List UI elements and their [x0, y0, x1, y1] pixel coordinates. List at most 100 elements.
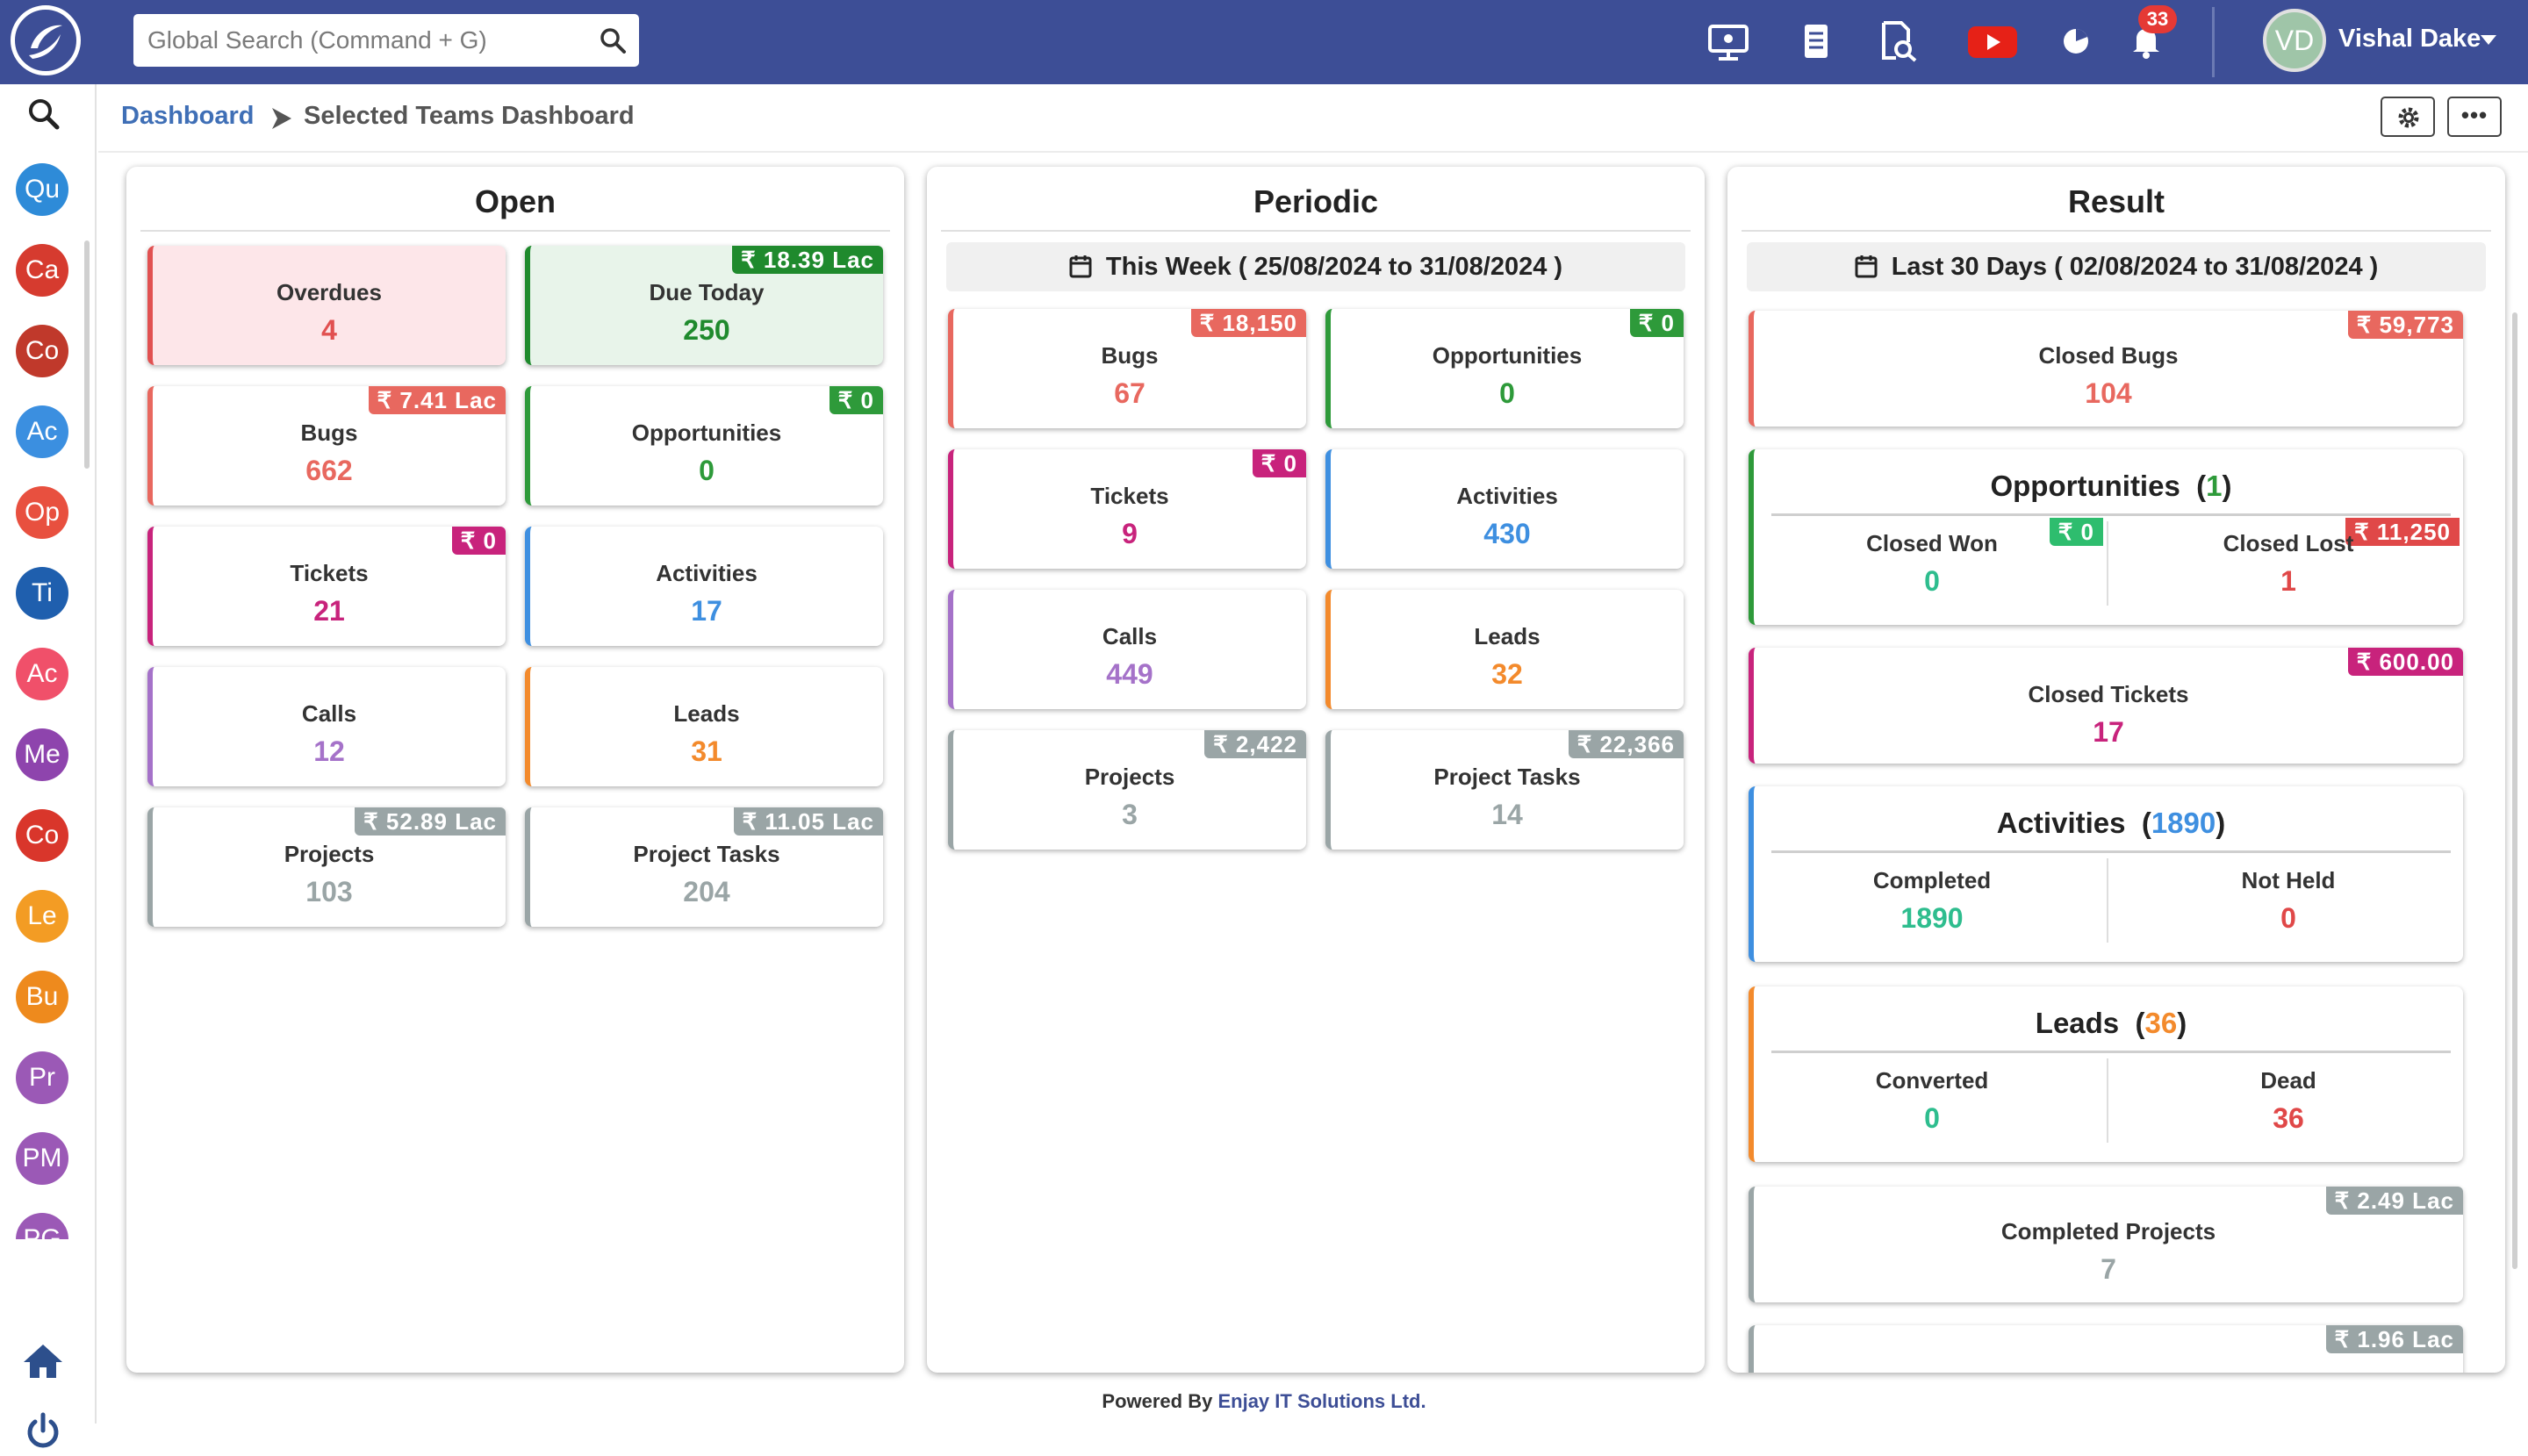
open-overdues-card[interactable]: Overdues 4 — [147, 246, 506, 365]
global-search[interactable] — [133, 14, 639, 67]
open-tickets-value: 21 — [313, 595, 345, 627]
open-due-today-value: 250 — [683, 314, 730, 346]
periodic-range[interactable]: This Week ( 25/08/2024 to 31/08/2024 ) — [946, 242, 1685, 291]
youtube-icon[interactable] — [1966, 19, 2017, 63]
result-activities-count: 1890 — [2151, 807, 2216, 839]
header-divider — [2212, 7, 2215, 77]
settings-button[interactable] — [2381, 97, 2435, 137]
completed-projects-value: 7 — [2101, 1253, 2116, 1285]
open-project-tasks-amount-badge: ₹ 11.05 Lac — [733, 807, 883, 836]
result-title: Result — [1742, 172, 2491, 232]
result-opportunities-card[interactable]: Opportunities (1) ₹ 0 Closed Won 0 ₹ 11,… — [1749, 449, 2463, 625]
sidebar-item-14[interactable]: PG — [16, 1213, 68, 1239]
result-opportunities-count: 1 — [2206, 470, 2223, 502]
open-project-tasks-card[interactable]: ₹ 11.05 Lac Project Tasks 204 — [525, 807, 883, 927]
periodic-bugs-card[interactable]: ₹ 18,150 Bugs 67 — [948, 309, 1306, 428]
completed-projects-card[interactable]: ₹ 2.49 Lac Completed Projects 7 — [1749, 1187, 2463, 1302]
chevron-down-icon[interactable] — [2481, 35, 2496, 45]
sidebar-item-9[interactable]: Co — [16, 809, 68, 862]
periodic-calls-card[interactable]: Calls 449 — [948, 590, 1306, 709]
result-scrollbar[interactable] — [2512, 312, 2517, 1269]
open-due-today-amount-badge: ₹ 18.39 Lac — [732, 246, 883, 274]
closed-bugs-label: Closed Bugs — [2038, 342, 2179, 369]
completed-activities-section[interactable]: Completed 1890 — [1754, 857, 2110, 944]
closed-lost-label: Closed Lost — [2223, 530, 2354, 556]
sidebar-item-13[interactable]: PM — [16, 1132, 68, 1185]
result-leads-card[interactable]: Leads (36) Converted 0 Dead 36 — [1749, 986, 2463, 1162]
open-due-today-card[interactable]: ₹ 18.39 Lac Due Today 250 — [525, 246, 883, 365]
periodic-activities-card[interactable]: Activities 430 — [1325, 449, 1684, 569]
periodic-leads-label: Leads — [1474, 623, 1540, 649]
periodic-project-tasks-label: Project Tasks — [1433, 764, 1581, 790]
bell-icon[interactable] — [2124, 19, 2168, 63]
periodic-tickets-value: 9 — [1122, 518, 1138, 549]
sidebar-item-10[interactable]: Le — [16, 890, 68, 943]
sidebar-item-6[interactable]: Ti — [16, 567, 68, 620]
completed-project-tasks-card[interactable]: ₹ 1.96 Lac — [1749, 1325, 2463, 1373]
result-activities-title: Activities — [1996, 807, 2126, 839]
closed-lost-section[interactable]: ₹ 11,250 Closed Lost 1 — [2110, 518, 2467, 607]
closed-bugs-card[interactable]: ₹ 59,773 Closed Bugs 104 — [1749, 311, 2463, 427]
dead-section[interactable]: Dead 36 — [2110, 1057, 2467, 1144]
not-held-section[interactable]: Not Held 0 — [2110, 857, 2467, 944]
open-opportunities-card[interactable]: ₹ 0 Opportunities 0 — [525, 386, 883, 506]
search-icon[interactable] — [599, 26, 627, 59]
sidebar-item-3[interactable]: Co — [16, 325, 68, 377]
periodic-opportunities-amount-badge: ₹ 0 — [1629, 309, 1684, 337]
pie-icon[interactable] — [2054, 19, 2098, 63]
sidebar-item-8[interactable]: Me — [16, 728, 68, 781]
more-options-button[interactable]: ••• — [2447, 97, 2502, 137]
sidebar-scrollbar[interactable] — [84, 240, 90, 469]
periodic-bugs-amount-badge: ₹ 18,150 — [1190, 309, 1306, 337]
converted-section[interactable]: Converted 0 — [1754, 1057, 2110, 1144]
closed-lost-amount-badge: ₹ 11,250 — [2345, 518, 2460, 546]
search-doc-icon[interactable] — [1875, 19, 1919, 63]
periodic-leads-card[interactable]: Leads 32 — [1325, 590, 1684, 709]
open-tickets-card[interactable]: ₹ 0 Tickets 21 — [147, 527, 506, 646]
open-projects-card[interactable]: ₹ 52.89 Lac Projects 103 — [147, 807, 506, 927]
notes-icon[interactable] — [1794, 19, 1838, 63]
closed-bugs-amount-badge: ₹ 59,773 — [2347, 311, 2463, 339]
periodic-calls-value: 449 — [1106, 658, 1153, 690]
avatar[interactable]: VD — [2263, 9, 2326, 72]
sidebar-item-7[interactable]: Ac — [16, 648, 68, 700]
periodic-projects-card[interactable]: ₹ 2,422 Projects 3 — [948, 730, 1306, 850]
footer-company-link[interactable]: Enjay IT Solutions Ltd. — [1217, 1390, 1426, 1412]
open-calls-card[interactable]: Calls 12 — [147, 667, 506, 786]
open-leads-card[interactable]: Leads 31 — [525, 667, 883, 786]
app-logo[interactable] — [11, 5, 81, 75]
sidebar-item-12[interactable]: Pr — [16, 1051, 68, 1104]
periodic-panel: Periodic This Week ( 25/08/2024 to 31/08… — [927, 167, 1705, 1373]
calendar-icon — [1069, 255, 1092, 278]
home-icon[interactable] — [21, 1341, 65, 1384]
sidebar-item-4[interactable]: Ac — [16, 405, 68, 458]
periodic-opportunities-card[interactable]: ₹ 0 Opportunities 0 — [1325, 309, 1684, 428]
section-divider — [2107, 858, 2108, 943]
breadcrumb-dashboard-link[interactable]: Dashboard — [121, 102, 255, 130]
sidebar-search-icon[interactable] — [26, 97, 61, 136]
global-search-input[interactable] — [133, 14, 555, 67]
open-opportunities-value: 0 — [699, 455, 715, 486]
completed-projects-amount-badge: ₹ 2.49 Lac — [2325, 1187, 2463, 1215]
open-leads-value: 31 — [691, 735, 722, 767]
power-icon[interactable] — [23, 1411, 63, 1456]
periodic-opportunities-label: Opportunities — [1432, 342, 1583, 369]
closed-tickets-card[interactable]: ₹ 600.00 Closed Tickets 17 — [1749, 648, 2463, 764]
open-opportunities-amount-badge: ₹ 0 — [829, 386, 883, 414]
sidebar-item-2[interactable]: Ca — [16, 244, 68, 297]
sidebar-item-11[interactable]: Bu — [16, 971, 68, 1023]
periodic-project-tasks-card[interactable]: ₹ 22,366 Project Tasks 14 — [1325, 730, 1684, 850]
open-project-tasks-value: 204 — [683, 876, 730, 907]
open-activities-card[interactable]: Activities 17 — [525, 527, 883, 646]
desktop-icon[interactable] — [1706, 19, 1750, 63]
sidebar-item-1[interactable]: Qu — [16, 163, 68, 216]
periodic-tickets-card[interactable]: ₹ 0 Tickets 9 — [948, 449, 1306, 569]
result-activities-card[interactable]: Activities (1890) Completed 1890 Not Hel… — [1749, 786, 2463, 962]
periodic-project-tasks-amount-badge: ₹ 22,366 — [1568, 730, 1684, 758]
closed-won-section[interactable]: ₹ 0 Closed Won 0 — [1754, 518, 2110, 607]
open-bugs-card[interactable]: ₹ 7.41 Lac Bugs 662 — [147, 386, 506, 506]
sidebar-item-5[interactable]: Op — [16, 486, 68, 539]
result-panel: Result Last 30 Days ( 02/08/2024 to 31/0… — [1727, 167, 2505, 1373]
result-range[interactable]: Last 30 Days ( 02/08/2024 to 31/08/2024 … — [1747, 242, 2486, 291]
user-name[interactable]: Vishal Dake — [2338, 25, 2481, 53]
